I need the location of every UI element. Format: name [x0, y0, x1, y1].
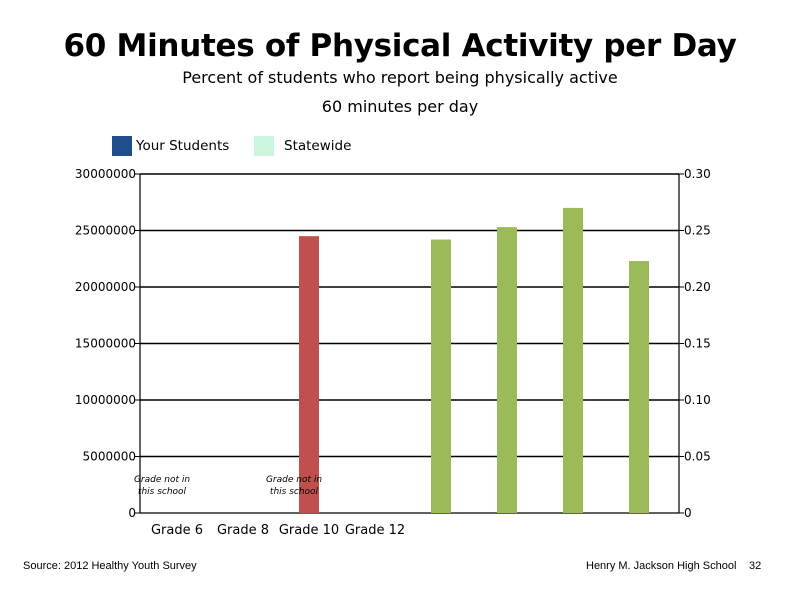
right-axis-tick-label: 0.15 — [684, 337, 711, 351]
bar-series2 — [563, 207, 583, 513]
left-axis-tick-label: 5000000 — [83, 450, 136, 464]
legend-swatch-your-students — [112, 136, 132, 156]
chart-subtitle-line1: Percent of students who report being phy… — [182, 68, 618, 87]
page-number: 32 — [749, 560, 762, 572]
left-axis-tick-label: 30000000 — [75, 167, 136, 181]
x-axis-category-label: Grade 6 — [151, 523, 203, 538]
chart-plot: 0 0 5000000 0.05 10000000 0.10 15000000 0.15 200… — [75, 167, 711, 538]
legend-label-statewide: Statewide — [284, 138, 352, 154]
legend-swatch-statewide — [254, 136, 274, 156]
x-axis-category-label: Grade 12 — [345, 523, 405, 538]
x-axis-category-label: Grade 8 — [217, 523, 269, 538]
annotation-grade-not-in-school: Grade not in — [134, 475, 190, 485]
legend-item-your-students: Your Students — [112, 136, 229, 156]
right-axis-tick-label: 0.25 — [684, 224, 711, 238]
right-axis-tick-label: 0.30 — [684, 167, 711, 181]
legend-item-statewide: Statewide — [254, 136, 351, 156]
chart-title: 60 Minutes of Physical Activity per Day — [63, 28, 737, 64]
x-axis-category-label: Grade 10 — [279, 523, 339, 538]
left-axis-tick-label: 10000000 — [75, 393, 136, 407]
chart-subtitle-line2: 60 minutes per day — [321, 97, 479, 116]
bar-series2 — [629, 261, 649, 513]
right-axis-tick-label: 0.10 — [684, 393, 711, 407]
left-axis-tick-label: 20000000 — [75, 280, 136, 294]
bar-series1 — [299, 236, 319, 513]
right-axis-tick-label: 0 — [684, 506, 692, 520]
right-axis-tick-label: 0.20 — [684, 280, 711, 294]
right-axis-tick-label: 0.05 — [684, 450, 711, 464]
left-axis-tick-label: 25000000 — [75, 224, 136, 238]
left-axis-tick-label: 0 — [128, 506, 136, 520]
legend-label-your-students: Your Students — [136, 138, 230, 154]
annotation-grade-not-in-school: this school — [270, 487, 319, 497]
school-name: Henry M. Jackson High School — [586, 560, 737, 572]
annotation-grade-not-in-school: this school — [138, 487, 187, 497]
bar-series2 — [497, 227, 517, 514]
annotation-grade-not-in-school: Grade not in — [266, 475, 322, 485]
left-axis-tick-label: 15000000 — [75, 337, 136, 351]
source-note: Source: 2012 Healthy Youth Survey — [23, 560, 197, 572]
bar-series2 — [431, 239, 451, 514]
